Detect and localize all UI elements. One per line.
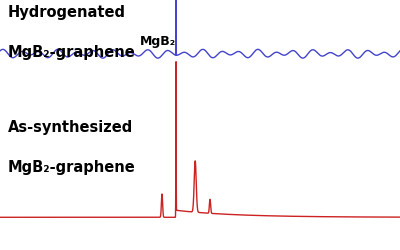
Text: MgB₂-graphene: MgB₂-graphene xyxy=(8,45,136,60)
Text: Hydrogenated: Hydrogenated xyxy=(8,5,126,20)
Text: As-synthesized: As-synthesized xyxy=(8,120,133,135)
Text: MgB₂: MgB₂ xyxy=(140,35,176,48)
Text: MgB₂-graphene: MgB₂-graphene xyxy=(8,160,136,175)
